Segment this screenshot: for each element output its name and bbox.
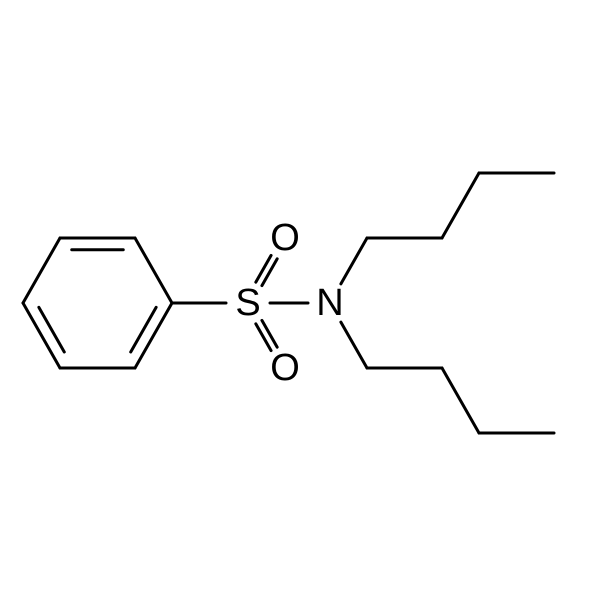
bond-c_ring_1-c_ring_2	[135, 238, 172, 303]
bond-n-cu1	[341, 238, 367, 284]
ring-inner-c_ring_4-c_ring_5	[39, 307, 64, 352]
ring-inner-c_ring_6-c_ring_1	[131, 307, 156, 352]
atom-label-o_down: O	[270, 347, 300, 389]
bond-cu2-cu3	[442, 173, 479, 238]
bond-s-o_up-b	[256, 255, 271, 282]
bond-n-cd1	[341, 322, 367, 368]
atom-label-s: S	[235, 282, 260, 324]
bond-cd2-cd3	[442, 368, 479, 433]
molecule-diagram: SO ON	[0, 0, 600, 600]
bond-s-o_up-a	[262, 259, 277, 286]
bond-s-o_down-a	[256, 324, 271, 351]
bond-c_ring_3-c_ring_4	[23, 238, 60, 303]
bond-s-o_down-b	[262, 320, 277, 347]
atom-label-n: N	[316, 282, 343, 324]
atom-label-o_up: O	[270, 217, 300, 259]
